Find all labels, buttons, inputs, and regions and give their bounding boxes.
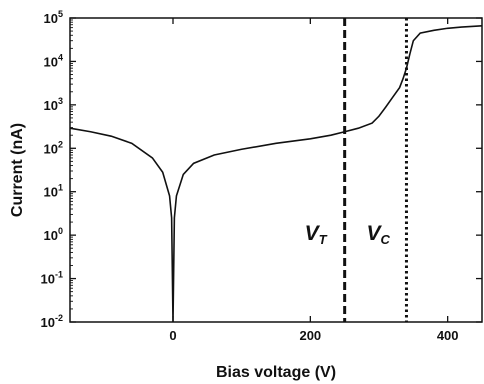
plot-frame [69,17,483,323]
y-tick-label: 10-1 [41,270,63,287]
annotation-label-t: VT [305,222,328,247]
series-line-0 [69,25,483,323]
x-tick-label: 400 [437,328,459,343]
y-tick-label: 104 [44,52,63,69]
y-tick-label: 105 [44,9,63,26]
annotation-label-c: VC [366,222,390,247]
y-tick-label: 102 [44,139,63,156]
y-tick-labels: 10-2 10-1 100 101 102 103 104 105 [41,9,63,330]
x-tick-label: 0 [169,328,176,343]
y-tick-label: 101 [44,183,63,200]
tick-marks [70,17,482,323]
y-tick-label: 100 [44,226,63,243]
y-tick-label: 103 [44,96,63,113]
annotations: VT VC [305,222,391,247]
series-layer [69,25,483,323]
threshold-lines [343,18,408,322]
x-axis-label: Bias voltage (V) [216,364,336,381]
x-tick-labels: 0 200 400 [169,328,458,343]
y-tick-label: 10-2 [41,313,63,330]
x-tick-label: 200 [299,328,321,343]
y-axis-label: Current (nA) [9,123,26,217]
